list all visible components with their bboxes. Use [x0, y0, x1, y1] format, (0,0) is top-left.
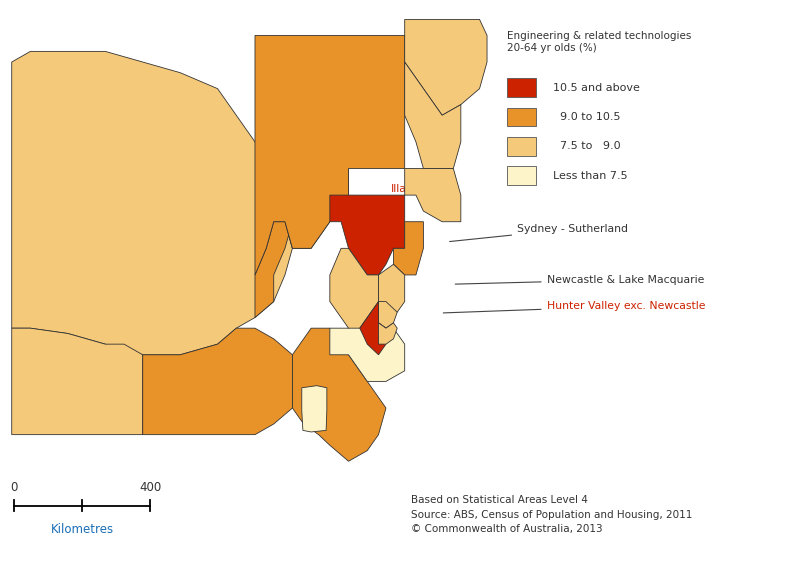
Text: 10.5 and above: 10.5 and above — [553, 82, 640, 93]
Text: Illawarra: Illawarra — [391, 184, 438, 206]
FancyBboxPatch shape — [507, 107, 535, 127]
Text: Less than 7.5: Less than 7.5 — [553, 171, 628, 181]
Text: Australian Capital Territory: Australian Capital Territory — [84, 142, 247, 156]
Text: Engineering & related technologies
20-64 yr olds (%): Engineering & related technologies 20-64… — [507, 31, 691, 53]
Text: 9.0 to 10.5: 9.0 to 10.5 — [553, 112, 621, 122]
Text: Based on Statistical Areas Level 4
Source: ABS, Census of Population and Housing: Based on Statistical Areas Level 4 Sourc… — [411, 495, 693, 534]
FancyBboxPatch shape — [507, 78, 535, 97]
FancyBboxPatch shape — [507, 137, 535, 155]
Text: 0: 0 — [10, 481, 18, 494]
Text: Newcastle & Lake Macquarie: Newcastle & Lake Macquarie — [455, 275, 704, 285]
Text: Kilometres: Kilometres — [50, 523, 114, 536]
Text: 7.5 to   9.0: 7.5 to 9.0 — [553, 141, 621, 151]
FancyBboxPatch shape — [507, 166, 535, 185]
Text: Hunter Valley exc. Newcastle: Hunter Valley exc. Newcastle — [443, 301, 705, 313]
Text: Sydney - Sutherland: Sydney - Sutherland — [449, 224, 628, 241]
Text: 400: 400 — [139, 481, 161, 494]
